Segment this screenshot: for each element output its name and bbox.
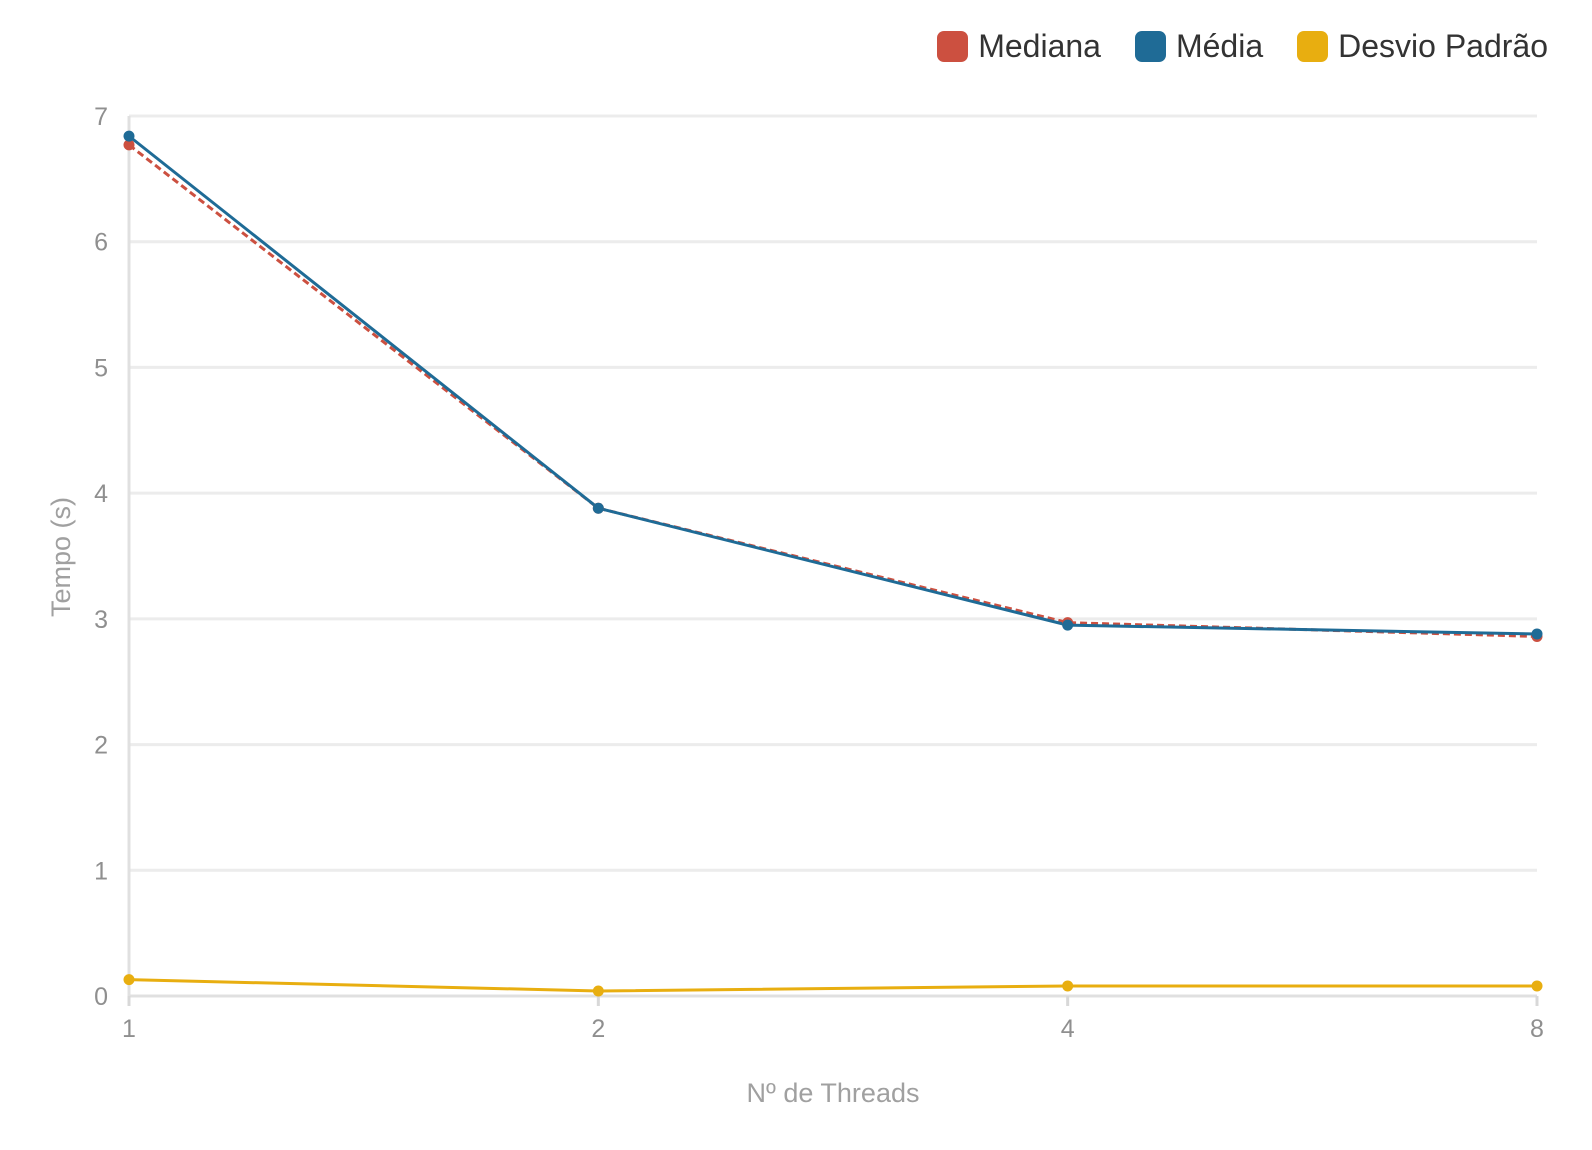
data-point[interactable]	[1531, 980, 1543, 992]
y-tick-label: 0	[94, 983, 108, 1011]
y-tick-label: 5	[94, 354, 108, 382]
x-tick-label: 8	[1530, 1015, 1544, 1043]
data-point[interactable]	[123, 974, 135, 986]
y-axis-label: Tempo (s)	[46, 497, 76, 617]
grid-lines	[129, 114, 1537, 998]
legend-item-mediana[interactable]: Mediana	[937, 28, 1101, 65]
legend-label-mediana: Mediana	[978, 28, 1101, 64]
series	[123, 130, 1543, 997]
legend-label-media: Média	[1175, 28, 1264, 64]
legend-item-desvio-padrao[interactable]: Desvio Padrão	[1297, 28, 1548, 65]
data-point[interactable]	[592, 502, 604, 514]
y-tick-label: 2	[94, 732, 108, 760]
data-point[interactable]	[1531, 628, 1543, 640]
legend-label-desvio-padrao: Desvio Padrão	[1338, 28, 1548, 64]
x-axis-label: Nº de Threads	[747, 1078, 920, 1108]
x-tick-label: 1	[122, 1015, 136, 1043]
y-tick-label: 7	[94, 103, 108, 131]
series-line-0	[128, 143, 1538, 638]
legend-swatch-desvio-padrao	[1297, 31, 1329, 62]
legend-swatch-media	[1134, 31, 1166, 62]
y-tick-label: 6	[94, 229, 108, 257]
data-point[interactable]	[123, 139, 135, 151]
y-tick-label: 1	[94, 857, 108, 885]
x-tick-label: 4	[1061, 1015, 1075, 1043]
y-tick-label: 3	[94, 606, 108, 634]
series-line-1	[128, 134, 1538, 636]
legend: Mediana Média Desvio Padrão	[937, 28, 1548, 65]
data-point[interactable]	[592, 985, 604, 997]
series-line-2	[128, 978, 1537, 993]
legend-swatch-mediana	[937, 31, 969, 62]
x-tick-label: 2	[591, 1015, 605, 1043]
data-point[interactable]	[1062, 619, 1074, 631]
data-point[interactable]	[123, 130, 135, 142]
data-point[interactable]	[1062, 980, 1074, 992]
y-tick-label: 4	[94, 480, 108, 508]
legend-item-media[interactable]: Média	[1134, 28, 1264, 65]
